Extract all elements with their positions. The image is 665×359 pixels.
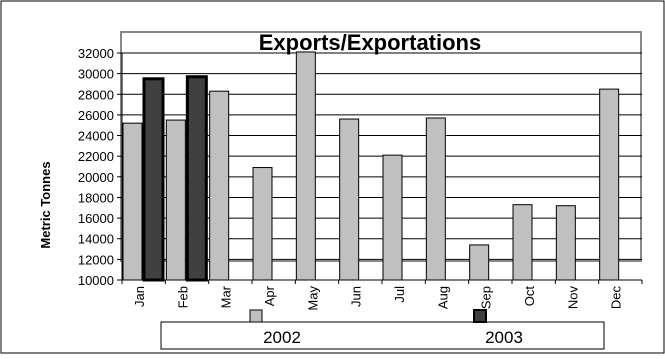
y-tick-label: 16000 (78, 211, 114, 226)
legend: 2002 2003 (160, 309, 605, 350)
legend-label-2003: 2003 (485, 328, 523, 347)
x-tick-label-group: Aug (435, 286, 450, 309)
x-tick-label: Feb (175, 286, 190, 308)
y-tick-label: 20000 (78, 170, 114, 185)
x-tick-label: Aug (435, 286, 450, 309)
x-tick-label-group: Feb (175, 286, 190, 308)
bar-2002 (209, 90, 230, 281)
x-tick-label-group: Dec (609, 286, 624, 310)
x-tick-label: Mar (219, 285, 234, 308)
bar-2002 (599, 88, 620, 281)
bar-2002 (165, 119, 186, 281)
x-tick-label-group: Jan (132, 286, 147, 307)
bar-2002 (122, 122, 143, 281)
x-tick-label-group: Apr (262, 285, 277, 306)
y-tick-label: 32000 (78, 46, 114, 61)
x-tick-label-group: Mar (219, 285, 234, 308)
y-axis-label: Metric Tonnes (38, 161, 53, 248)
legend-box (160, 321, 605, 350)
x-tick-label-group: Sep (479, 286, 494, 309)
backdrop-frame (120, 31, 642, 262)
bar-2002 (295, 51, 316, 281)
x-tick-label-group: Nov (565, 286, 580, 310)
x-tick-label: Oct (522, 286, 537, 307)
y-tick-label: 12000 (78, 252, 114, 267)
bar-2003 (142, 77, 165, 282)
legend-swatch-2003 (473, 309, 487, 323)
legend-label-2002: 2002 (263, 328, 301, 347)
bar-2003 (185, 75, 208, 282)
x-tick-label: Jul (392, 286, 407, 303)
y-tick-label: 28000 (78, 87, 114, 102)
bar-2002 (339, 118, 360, 281)
y-axis-label-group: Metric Tonnes (38, 161, 53, 248)
x-tick-label: Sep (479, 286, 494, 309)
y-tick-label: 22000 (78, 149, 114, 164)
bar-2002 (555, 205, 576, 281)
bar-2002 (512, 204, 533, 281)
y-tick-label: 14000 (78, 232, 114, 247)
y-tick-label: 24000 (78, 129, 114, 144)
bar-2002 (252, 167, 273, 281)
bar-2002 (469, 244, 490, 281)
x-tick-label: Apr (262, 285, 277, 306)
y-tick-label: 30000 (78, 67, 114, 82)
x-tick-label: Jun (349, 286, 364, 307)
y-tick-label: 10000 (78, 273, 114, 288)
x-tick-label: Dec (609, 286, 624, 310)
x-tick-label-group: Jun (349, 286, 364, 307)
y-tick-label: 18000 (78, 190, 114, 205)
y-tick-label: 26000 (78, 108, 114, 123)
legend-swatch-2002 (249, 309, 263, 323)
x-tick-label-group: May (305, 286, 320, 311)
chart-title: Exports/Exportations (259, 30, 481, 55)
x-tick-label: Nov (565, 286, 580, 310)
plot-area: 10000 12000 14000 16000 18000 20000 22000 24000… (78, 31, 643, 311)
x-tick-label: May (305, 286, 320, 311)
bar-2002 (382, 154, 403, 281)
x-tick-label: Jan (132, 286, 147, 307)
x-tick-label-group: Oct (522, 286, 537, 307)
x-tick-label-group: Jul (392, 286, 407, 303)
bar-2002 (425, 117, 446, 281)
